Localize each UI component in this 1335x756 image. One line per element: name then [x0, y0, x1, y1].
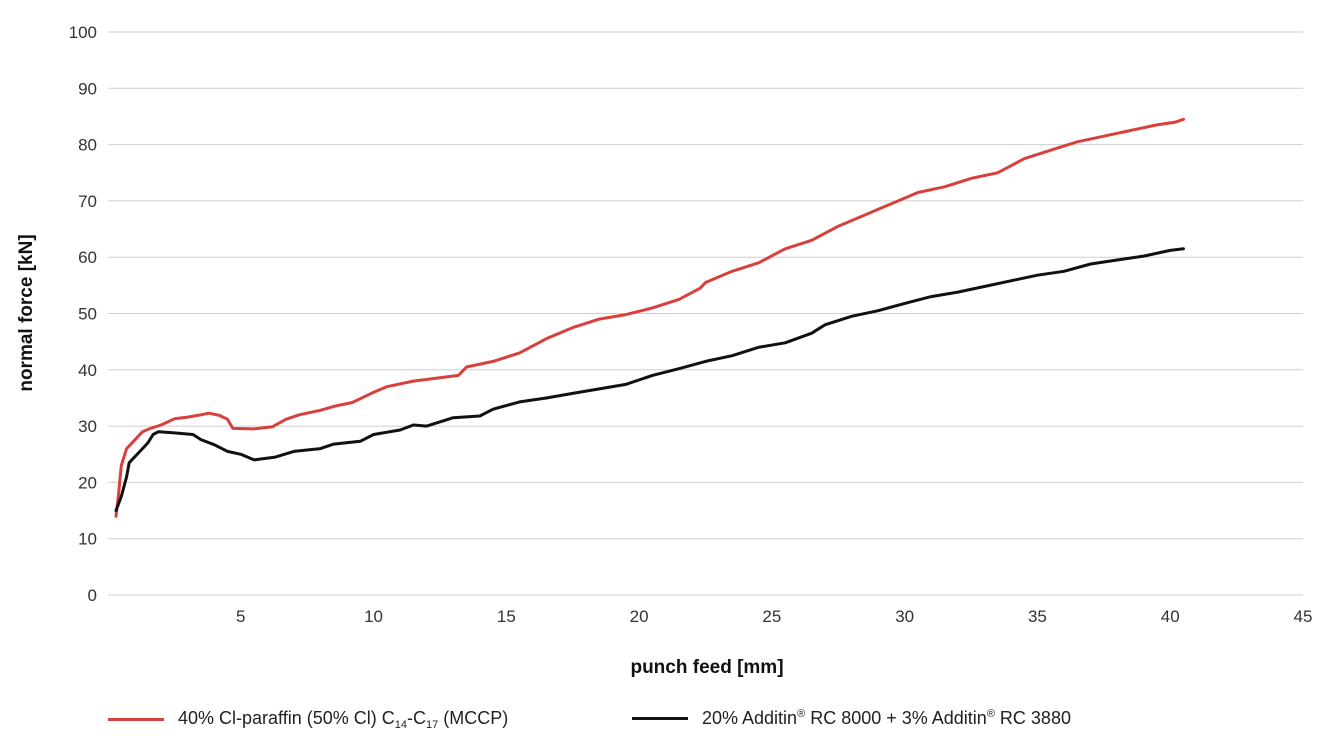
x-axis-ticks: 5 10 15 20 25 30 35 40 45 [236, 607, 1312, 626]
x-tick-label: 10 [364, 607, 383, 626]
legend-swatch-black [632, 717, 688, 720]
x-tick-label: 35 [1028, 607, 1047, 626]
y-tick-label: 20 [78, 473, 97, 492]
legend-swatch-red [108, 718, 164, 721]
y-tick-label: 30 [78, 417, 97, 436]
y-tick-label: 60 [78, 248, 97, 267]
y-tick-label: 80 [78, 136, 97, 155]
x-tick-label: 45 [1294, 607, 1313, 626]
x-axis-title: punch feed [mm] [630, 657, 783, 678]
x-tick-label: 25 [762, 607, 781, 626]
line-chart: 0 10 20 30 40 50 60 70 80 90 100 5 10 15 20 25 30 35 40 45… [16, 23, 1312, 678]
y-tick-label: 50 [78, 305, 97, 324]
horizontal-gridlines [108, 31, 1303, 596]
y-tick-label: 90 [78, 79, 97, 98]
legend-label-mccp: 40% Cl-paraffin (50% Cl) C14-C17 (MCCP) [178, 708, 509, 731]
legend-label-additin: 20% Additin® RC 8000 + 3% Additin® RC 38… [702, 708, 1071, 728]
series-lines [114, 117, 1185, 518]
y-tick-label: 100 [69, 23, 97, 42]
y-tick-label: 10 [78, 530, 97, 549]
x-tick-label: 5 [236, 607, 245, 626]
y-axis-ticks: 0 10 20 30 40 50 60 70 80 90 100 [69, 23, 97, 605]
y-tick-label: 0 [88, 586, 97, 605]
y-tick-label: 70 [78, 192, 97, 211]
x-tick-label: 30 [895, 607, 914, 626]
x-tick-label: 15 [497, 607, 516, 626]
y-tick-label: 40 [78, 361, 97, 380]
legend-item-mccp: 40% Cl-paraffin (50% Cl) C14-C17 (MCCP) [108, 708, 508, 731]
series-line-1 [114, 247, 1185, 513]
x-tick-label: 20 [630, 607, 649, 626]
y-axis-title: normal force [kN] [16, 234, 37, 391]
legend: 40% Cl-paraffin (50% Cl) C14-C17 (MCCP) … [0, 708, 1335, 742]
series-line-0 [114, 117, 1185, 518]
legend-item-additin: 20% Additin® RC 8000 + 3% Additin® RC 38… [632, 708, 1071, 729]
x-tick-label: 40 [1161, 607, 1180, 626]
